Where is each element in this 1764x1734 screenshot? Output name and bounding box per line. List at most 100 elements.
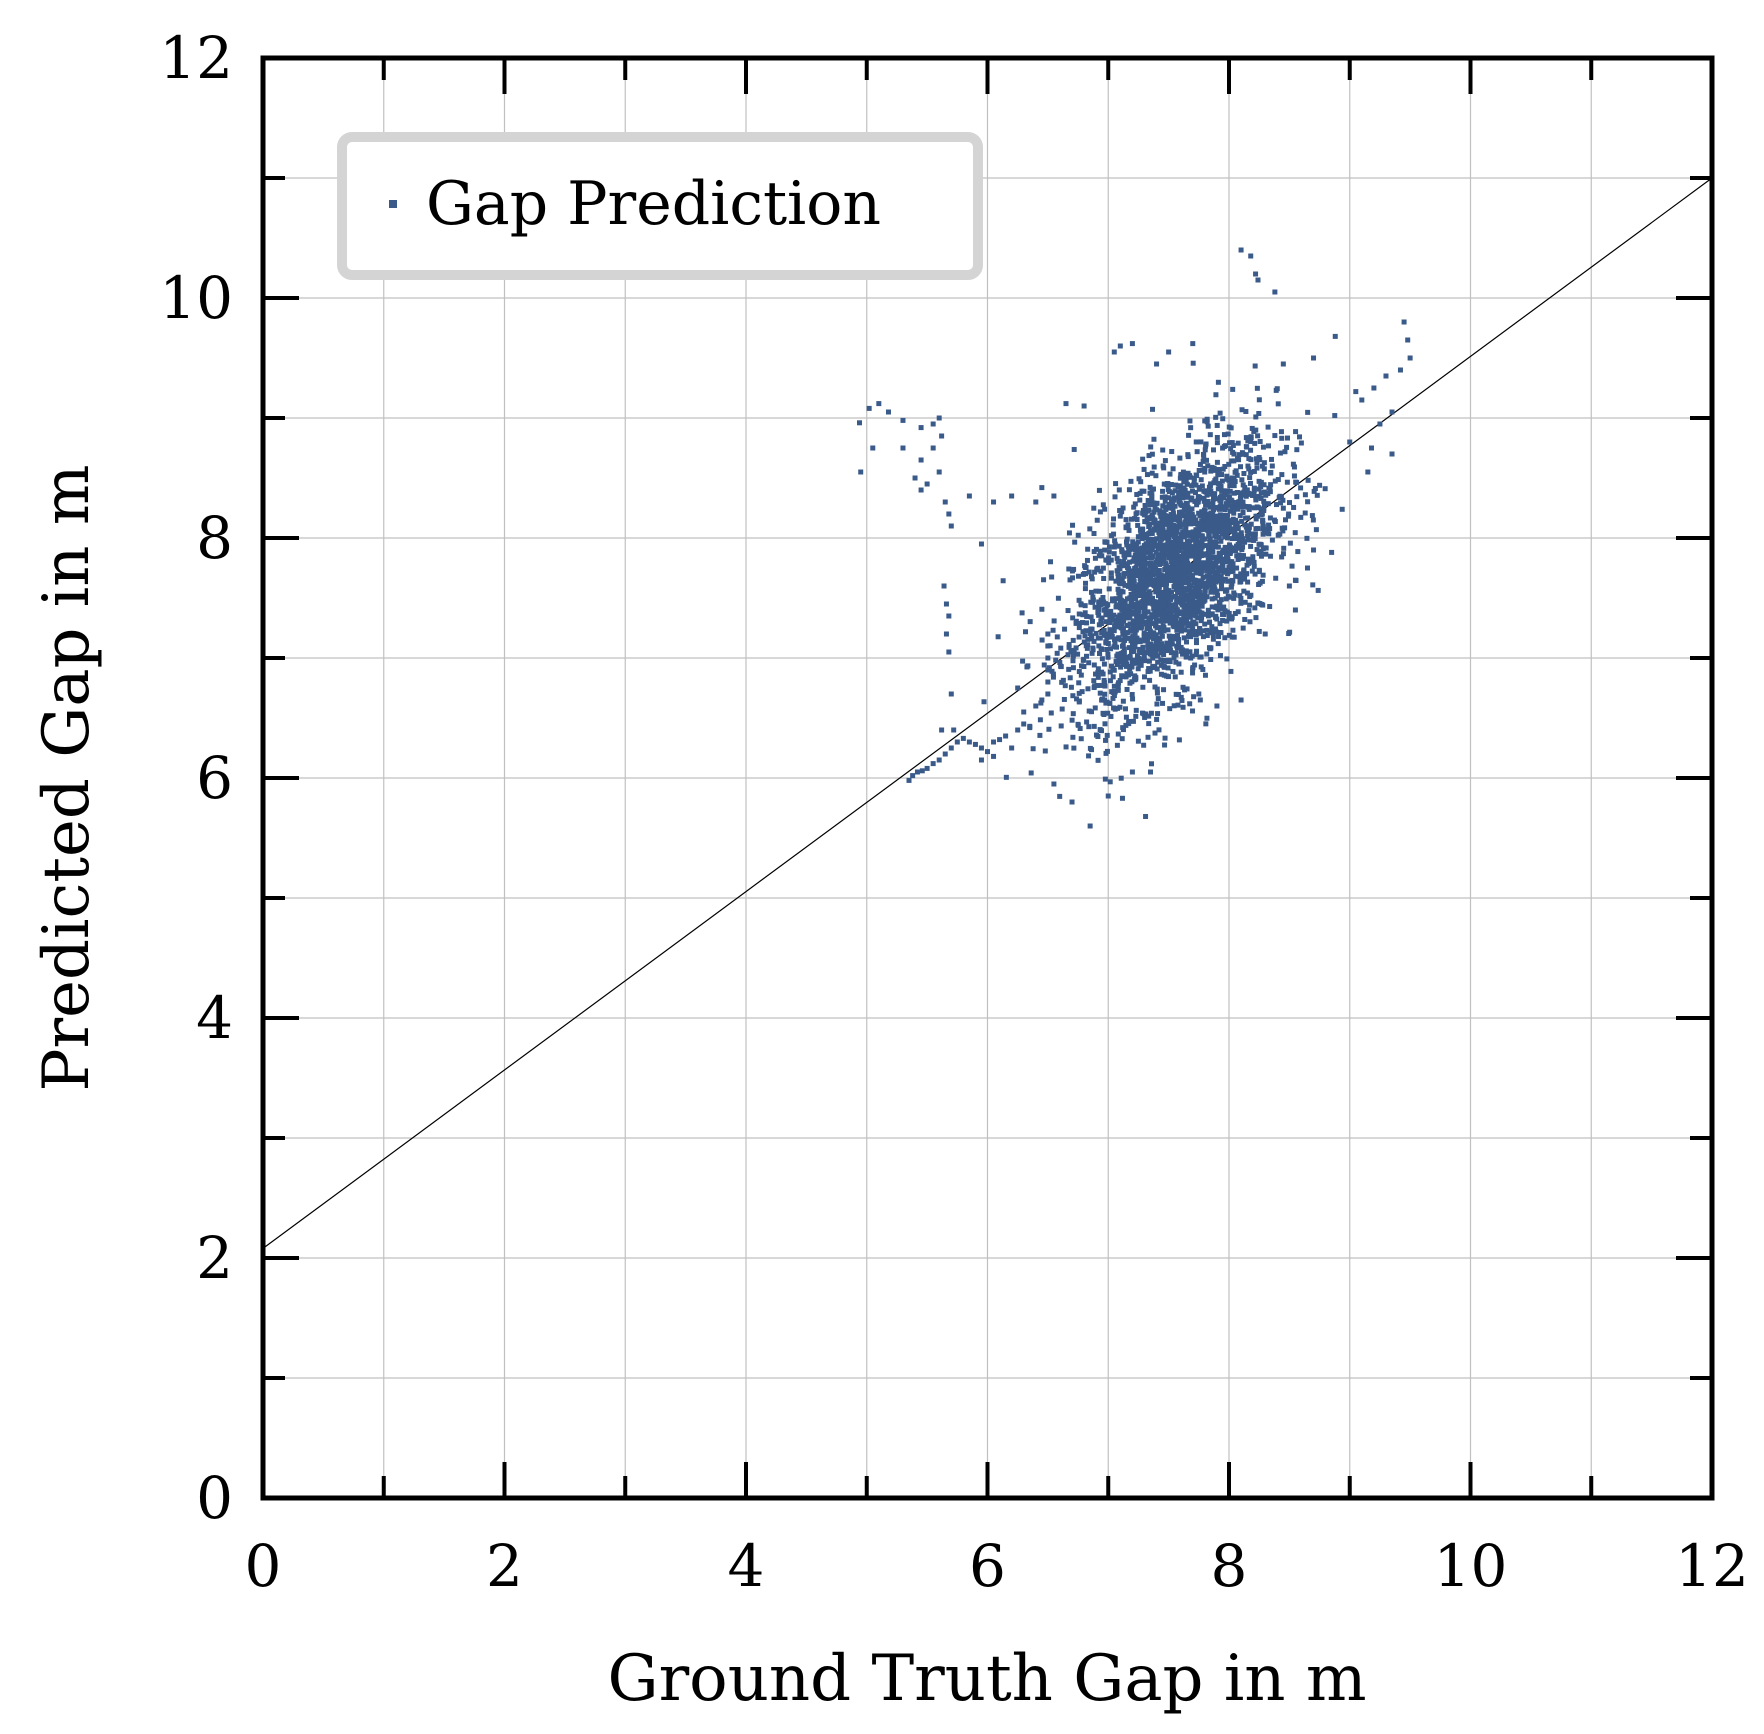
data-point <box>1146 597 1152 603</box>
data-point <box>991 499 997 505</box>
data-point <box>1154 701 1160 707</box>
data-point <box>1112 541 1118 547</box>
data-point <box>910 773 916 779</box>
data-point <box>924 481 930 487</box>
data-point <box>1054 634 1060 640</box>
data-point <box>1152 610 1158 616</box>
data-point <box>1208 504 1214 510</box>
data-point <box>1138 582 1144 588</box>
data-point <box>1175 570 1181 576</box>
data-point <box>1261 498 1267 504</box>
data-point <box>1287 540 1293 546</box>
data-point <box>1167 706 1173 712</box>
data-point <box>1173 547 1179 553</box>
data-point <box>1294 494 1300 500</box>
data-point <box>1275 477 1281 483</box>
data-point <box>1166 349 1172 355</box>
data-point <box>1284 479 1290 485</box>
data-point <box>1245 463 1251 469</box>
data-point <box>1159 633 1165 639</box>
data-point <box>1104 631 1110 637</box>
data-point <box>1377 421 1383 427</box>
data-point <box>1231 490 1237 496</box>
data-point <box>1141 742 1147 748</box>
data-point <box>1148 444 1154 450</box>
data-point <box>1153 566 1159 572</box>
data-point <box>1235 556 1241 562</box>
data-point <box>1167 645 1173 651</box>
data-point <box>972 741 978 747</box>
data-point <box>1165 539 1171 545</box>
data-point <box>1256 410 1262 416</box>
data-point <box>1150 582 1156 588</box>
data-point <box>1087 630 1093 636</box>
data-point <box>1227 542 1233 548</box>
data-point <box>1198 548 1204 554</box>
data-point <box>1259 511 1265 517</box>
data-points <box>857 247 1413 829</box>
data-point <box>1182 648 1188 654</box>
data-point <box>1096 643 1102 649</box>
data-point <box>1091 530 1097 536</box>
data-point <box>1190 708 1196 714</box>
data-point <box>1159 523 1165 529</box>
data-point <box>1127 595 1133 601</box>
data-point <box>1197 654 1203 660</box>
y-tick-label: 4 <box>196 984 233 1052</box>
data-point <box>1225 535 1231 541</box>
data-point <box>1003 774 1009 780</box>
data-point <box>1111 544 1117 550</box>
data-point <box>1100 594 1106 600</box>
data-point <box>1168 596 1174 602</box>
data-point <box>1176 587 1182 593</box>
data-point <box>1197 625 1203 631</box>
data-point <box>1193 588 1199 594</box>
data-point <box>1136 608 1142 614</box>
data-point <box>1151 436 1157 442</box>
data-point <box>1130 618 1136 624</box>
data-point <box>1184 617 1190 623</box>
data-point <box>1142 502 1148 508</box>
data-point <box>1111 551 1117 557</box>
data-point <box>1114 555 1120 561</box>
data-point <box>1078 736 1084 742</box>
x-tick-label: 10 <box>1434 1532 1508 1600</box>
data-point <box>1116 572 1122 578</box>
legend-marker <box>389 200 397 208</box>
data-point <box>870 445 876 451</box>
data-point <box>1169 449 1175 455</box>
data-point <box>918 457 924 463</box>
data-point <box>1185 505 1191 511</box>
data-point <box>1055 595 1061 601</box>
data-point <box>1216 634 1222 640</box>
data-point <box>1268 470 1274 476</box>
data-point <box>1165 593 1171 599</box>
data-point <box>1215 486 1221 492</box>
data-point <box>1079 689 1085 695</box>
data-point <box>1243 503 1249 509</box>
data-point <box>1219 488 1225 494</box>
data-point <box>1111 628 1117 634</box>
data-point <box>1147 615 1153 621</box>
data-point <box>1039 637 1045 643</box>
data-point <box>1227 488 1233 494</box>
data-point <box>1171 636 1177 642</box>
data-point <box>1134 567 1140 573</box>
data-point <box>1229 506 1235 512</box>
data-point <box>1148 769 1154 775</box>
data-point <box>1268 482 1274 488</box>
data-point <box>1135 534 1141 540</box>
data-point <box>1257 457 1263 463</box>
data-point <box>1193 601 1199 607</box>
data-point <box>1135 611 1141 617</box>
data-point <box>1178 581 1184 587</box>
x-axis-label: Ground Truth Gap in m <box>607 1642 1366 1716</box>
data-point <box>1070 575 1076 581</box>
data-point <box>1143 711 1149 717</box>
data-point <box>1209 611 1215 617</box>
data-point <box>1111 683 1117 689</box>
data-point <box>1216 599 1222 605</box>
y-tick-label: 10 <box>159 264 233 332</box>
data-point <box>1154 520 1160 526</box>
